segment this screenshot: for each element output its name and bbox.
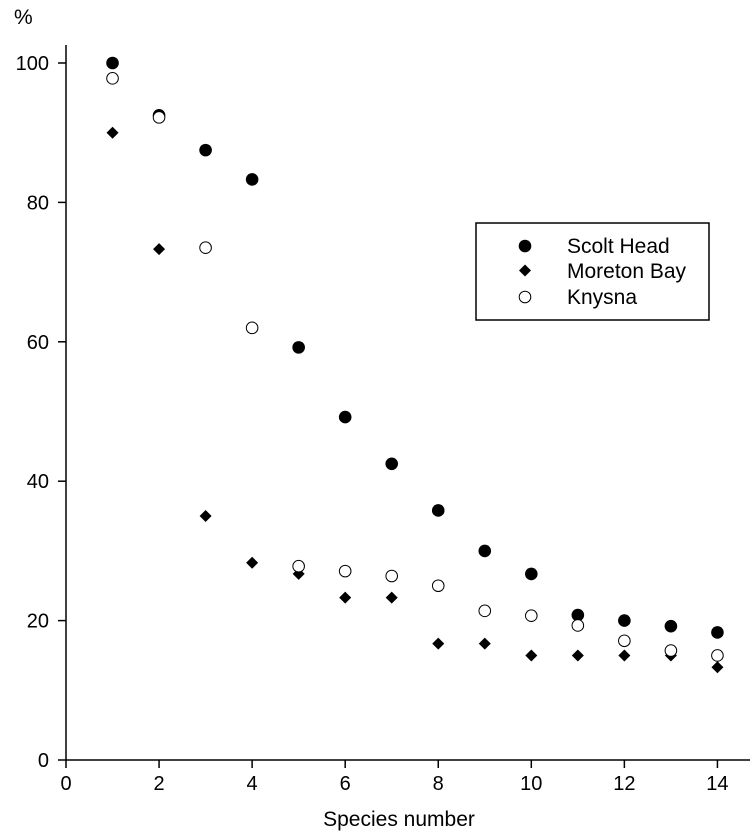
point-scolt-head — [478, 544, 492, 558]
point-moreton-bay — [339, 591, 352, 604]
series-scolt-head — [106, 56, 724, 639]
point-knysna — [385, 569, 399, 583]
point-scolt-head — [525, 567, 538, 581]
axes — [65, 45, 750, 761]
x-tick-label: 10 — [520, 773, 542, 795]
x-tick-label: 12 — [613, 773, 635, 795]
x-axis-ticks: 0 2 4 6 8 10 12 14 — [60, 760, 729, 795]
point-knysna — [711, 649, 724, 662]
legend-label-knysna: Knysna — [567, 286, 637, 309]
point-knysna — [478, 604, 492, 618]
y-tick-label: 80 — [27, 192, 49, 214]
point-moreton-bay — [153, 243, 166, 256]
point-scolt-head — [431, 504, 445, 517]
point-scolt-head — [106, 56, 119, 70]
legend-box — [475, 222, 710, 321]
y-axis-ticks: 0 20 40 60 80 100 — [16, 53, 66, 772]
y-tick-label: 60 — [27, 332, 49, 354]
point-scolt-head — [385, 457, 399, 471]
point-moreton-bay — [246, 556, 259, 569]
point-knysna — [152, 111, 166, 124]
point-moreton-bay — [571, 649, 584, 662]
y-tick-label: 20 — [27, 611, 49, 633]
point-scolt-head — [618, 614, 631, 627]
legend-marker-knysna — [518, 290, 532, 304]
x-tick-label: 8 — [433, 773, 444, 795]
x-tick-label: 14 — [706, 773, 728, 795]
point-moreton-bay — [385, 591, 398, 604]
legend-label-moreton-bay: Moreton Bay — [567, 260, 687, 283]
point-knysna — [664, 644, 678, 657]
point-knysna — [571, 619, 585, 632]
series-knysna — [106, 72, 724, 662]
point-scolt-head — [711, 626, 724, 639]
x-tick-label: 0 — [60, 773, 71, 795]
point-knysna — [525, 609, 538, 623]
x-tick-label: 4 — [247, 773, 258, 795]
point-moreton-bay — [711, 661, 724, 674]
point-moreton-bay — [478, 637, 491, 650]
point-moreton-bay — [432, 637, 445, 650]
series-moreton-bay — [106, 126, 724, 674]
point-scolt-head — [199, 143, 212, 157]
point-knysna — [199, 241, 212, 255]
y-axis-label: % — [14, 6, 33, 29]
legend-marker-scolt-head — [518, 239, 532, 253]
x-tick-label: 2 — [153, 773, 164, 795]
point-scolt-head — [664, 619, 678, 633]
y-tick-label: 100 — [16, 53, 49, 75]
point-moreton-bay — [525, 649, 538, 662]
point-knysna — [431, 579, 445, 593]
point-moreton-bay — [199, 510, 212, 523]
point-knysna — [245, 321, 259, 335]
point-knysna — [338, 564, 352, 578]
point-scolt-head — [292, 341, 305, 354]
point-scolt-head — [571, 608, 585, 622]
data-points — [106, 56, 724, 674]
point-knysna — [618, 634, 631, 648]
point-scolt-head — [338, 410, 352, 424]
point-knysna — [106, 72, 119, 85]
legend: Scolt Head Moreton Bay Knysna — [475, 222, 710, 321]
point-knysna — [292, 559, 305, 573]
y-tick-label: 40 — [27, 471, 49, 493]
point-moreton-bay — [618, 649, 631, 662]
point-scolt-head — [245, 173, 259, 186]
legend-label-scolt-head: Scolt Head — [567, 235, 670, 258]
y-tick-label: 0 — [38, 750, 49, 772]
legend-marker-moreton-bay — [519, 264, 531, 277]
point-moreton-bay — [106, 126, 119, 139]
x-tick-label: 6 — [340, 773, 351, 795]
x-axis-label: Species number — [323, 808, 475, 831]
